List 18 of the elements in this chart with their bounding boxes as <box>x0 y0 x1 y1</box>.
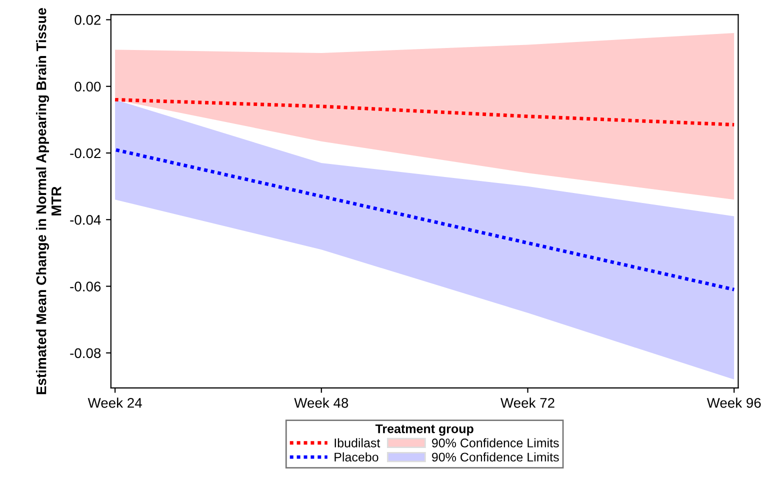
text: 90% Confidence Limits <box>432 452 559 462</box>
y-tick-label: -0.08 <box>70 348 101 358</box>
x-tick-label: Week 72 <box>500 398 554 408</box>
y-tick-label: -0.06 <box>70 282 101 292</box>
y-tick-label: -0.04 <box>70 214 101 225</box>
y-tick-label: 0.02 <box>74 15 101 25</box>
x-tick-label: Week 24 <box>88 398 142 408</box>
line-series <box>113 98 736 126</box>
line-series <box>113 148 736 292</box>
x-tick-label: Week 48 <box>294 398 348 408</box>
y-tick-label: -0.02 <box>70 148 101 158</box>
x-tick-label: Week 96 <box>706 398 761 408</box>
legend-title: Treatment group <box>375 424 474 436</box>
legend-label: Placebo <box>334 452 378 462</box>
y-tick-label: 0.00 <box>74 82 101 92</box>
legend-label: Ibudilast <box>334 438 380 448</box>
y-axis-title: Estimated Mean Change in Normal Appearing Brain Tissue MTR <box>36 8 62 394</box>
text: 90% Confidence Limits <box>432 438 559 448</box>
